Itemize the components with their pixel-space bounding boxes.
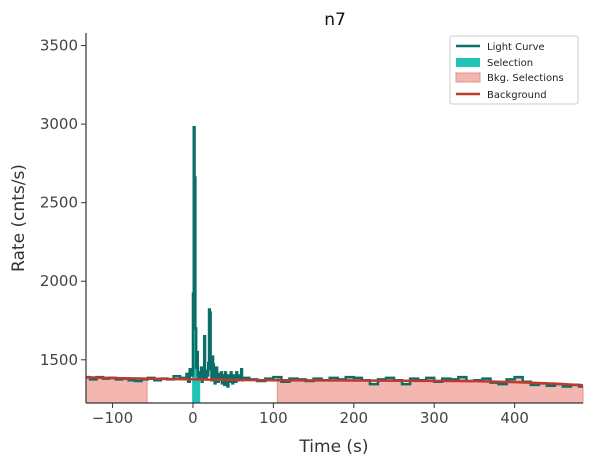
legend-frame	[449, 35, 579, 105]
y-tick-label: 3500	[40, 37, 78, 55]
chart-title: n7	[324, 10, 346, 30]
legend: Light Curve Selection Bkg. Selections Ba…	[449, 35, 579, 105]
x-tick-label: 0	[188, 409, 198, 427]
x-tick-label: 100	[259, 409, 288, 427]
legend-selection-label: Selection	[487, 58, 533, 69]
x-tick-label: 200	[339, 409, 368, 427]
light-curve-line	[86, 126, 583, 388]
background-line	[85, 376, 584, 387]
x-axis-label: Time (s)	[298, 437, 368, 457]
y-tick-label: 2000	[40, 272, 78, 290]
legend-selection-swatch	[456, 58, 480, 67]
y-tick-label: 2500	[40, 194, 78, 212]
y-axis-label: Rate (cnts/s)	[9, 164, 29, 272]
plot-area	[85, 126, 584, 404]
x-tick-label: 400	[500, 409, 529, 427]
legend-bkg-selections-swatch	[455, 72, 481, 83]
y-axis-ticks: 1500 2000 2500 3000 3500	[40, 37, 86, 369]
legend-bkg-selections-label: Bkg. Selections	[487, 73, 564, 84]
legend-light-curve-label: Light Curve	[487, 42, 545, 53]
legend-background-label: Background	[487, 90, 547, 101]
x-axis-ticks: −100 0 100 200 300 400	[92, 403, 529, 427]
x-tick-label: 300	[420, 409, 449, 427]
y-tick-label: 1500	[40, 351, 78, 369]
y-tick-label: 3000	[40, 115, 78, 133]
x-tick-label: −100	[92, 409, 133, 427]
